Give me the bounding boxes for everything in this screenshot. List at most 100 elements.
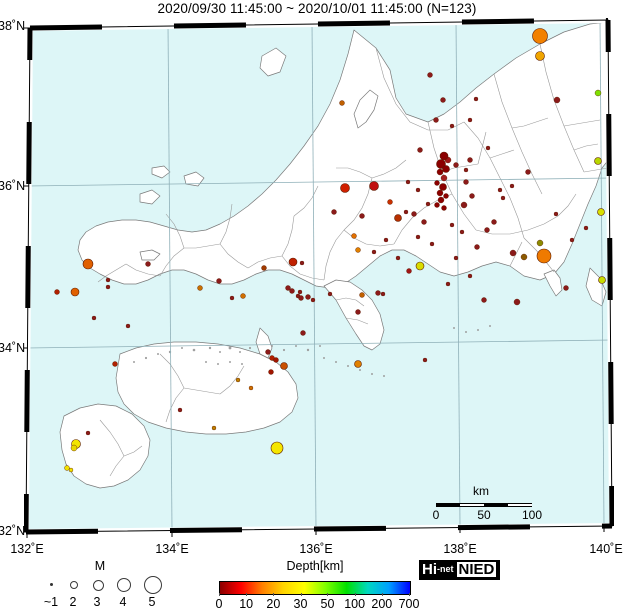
- earthquake-marker: [394, 214, 402, 222]
- logo-net-text: -net: [437, 564, 454, 574]
- earthquake-marker: [525, 169, 531, 175]
- earthquake-marker: [433, 117, 439, 123]
- earthquake-marker: [484, 227, 490, 233]
- earthquake-marker: [327, 291, 333, 297]
- earthquake-marker: [434, 180, 440, 186]
- earthquake-marker: [280, 362, 288, 370]
- earthquake-marker: [569, 237, 575, 243]
- earthquake-marker: [270, 441, 284, 455]
- earthquake-marker: [532, 28, 548, 44]
- scale-seg-1: [436, 503, 460, 507]
- earthquake-marker: [383, 237, 389, 243]
- depth-label-700: 700: [398, 597, 420, 611]
- lat-label-36n: 36˚N: [0, 179, 26, 193]
- depth-tick: [354, 593, 356, 596]
- earthquake-marker: [105, 277, 111, 283]
- earthquake-marker: [449, 123, 455, 129]
- earthquake-marker: [437, 196, 445, 204]
- logo-nied-text: NIED: [455, 561, 498, 578]
- depth-label-200: 200: [371, 597, 393, 611]
- earthquake-marker: [445, 281, 451, 287]
- earthquake-marker: [354, 360, 362, 368]
- hinet-nied-logo: Hi -net NIED: [419, 560, 501, 580]
- earthquake-marker: [405, 179, 411, 185]
- magnitude-legend-label: 3: [93, 595, 101, 609]
- earthquake-marker: [375, 290, 381, 296]
- earthquake-marker: [125, 323, 131, 329]
- logo-hi-text: Hi: [422, 561, 437, 578]
- depth-tick: [219, 593, 220, 596]
- scale-seg-4: [508, 503, 532, 507]
- scale-seg-3: [484, 503, 508, 507]
- depth-legend-title: Depth[km]: [286, 559, 344, 573]
- earthquake-marker: [594, 157, 602, 165]
- earthquake-marker: [380, 291, 386, 297]
- earthquake-marker: [339, 100, 345, 106]
- earthquake-marker: [70, 287, 80, 297]
- depth-label-20: 20: [266, 597, 281, 611]
- earthquake-markers: [54, 28, 606, 473]
- earthquake-marker: [436, 159, 446, 169]
- earthquake-marker: [460, 201, 468, 209]
- earthquake-marker: [563, 285, 569, 291]
- depth-tick: [273, 593, 275, 596]
- earthquake-marker: [355, 309, 361, 315]
- depth-label-30: 30: [293, 597, 308, 611]
- earthquake-marker: [485, 145, 491, 151]
- scale-bar: km 0 50 100: [428, 484, 542, 524]
- magnitude-legend-symbol-5: [144, 576, 162, 594]
- earthquake-marker: [273, 357, 279, 363]
- scale-label-100: 100: [521, 508, 543, 522]
- earthquake-marker: [359, 213, 365, 219]
- magnitude-legend-symbol-4: [117, 578, 131, 592]
- earthquake-marker: [553, 211, 559, 217]
- earthquake-marker: [91, 315, 97, 321]
- earthquake-marker: [331, 209, 337, 215]
- depth-label-0: 0: [215, 597, 223, 611]
- magnitude-legend-symbol-approx1: [49, 582, 53, 586]
- scale-label-50: 50: [477, 508, 491, 522]
- earthquake-marker: [463, 179, 469, 185]
- earthquake-marker: [355, 247, 361, 253]
- earthquake-marker: [300, 330, 306, 336]
- earthquake-marker: [439, 183, 447, 191]
- depth-tick: [246, 593, 248, 596]
- earthquake-marker: [235, 377, 241, 383]
- earthquake-map[interactable]: km 0 50 100: [24, 18, 614, 538]
- earthquake-marker: [491, 219, 497, 225]
- earthquake-marker: [351, 233, 357, 239]
- map-frame: [24, 18, 614, 536]
- earthquake-marker: [429, 241, 435, 247]
- magnitude-legend-symbol-2: [70, 581, 78, 589]
- earthquake-marker: [285, 285, 291, 291]
- earthquake-marker: [473, 96, 479, 102]
- earthquake-marker: [289, 288, 295, 294]
- earthquake-marker: [440, 97, 446, 103]
- earthquake-marker: [359, 292, 365, 298]
- earthquake-marker: [497, 187, 503, 193]
- earthquake-marker: [513, 298, 521, 306]
- depth-label-50: 50: [320, 597, 335, 611]
- earthquake-marker: [395, 255, 401, 261]
- earthquake-marker: [481, 297, 487, 303]
- map-basemap: [26, 20, 612, 532]
- scale-unit-label: km: [473, 484, 489, 498]
- earthquake-marker: [310, 297, 316, 303]
- earthquake-marker: [536, 248, 552, 264]
- earthquake-marker: [240, 293, 246, 299]
- earthquake-marker: [145, 261, 151, 267]
- earthquake-marker: [520, 253, 528, 261]
- earthquake-marker: [597, 208, 605, 216]
- earthquake-marker: [68, 467, 74, 473]
- earthquake-marker: [415, 187, 421, 193]
- earthquake-marker: [535, 51, 545, 61]
- earthquake-marker: [295, 293, 301, 299]
- earthquake-marker: [403, 209, 409, 215]
- earthquake-marker: [411, 211, 417, 217]
- earthquake-marker: [436, 189, 444, 197]
- earthquake-marker: [248, 385, 254, 391]
- earthquake-marker: [288, 257, 298, 267]
- earthquake-marker: [500, 195, 506, 201]
- earthquake-marker: [459, 229, 465, 235]
- earthquake-marker: [415, 234, 421, 240]
